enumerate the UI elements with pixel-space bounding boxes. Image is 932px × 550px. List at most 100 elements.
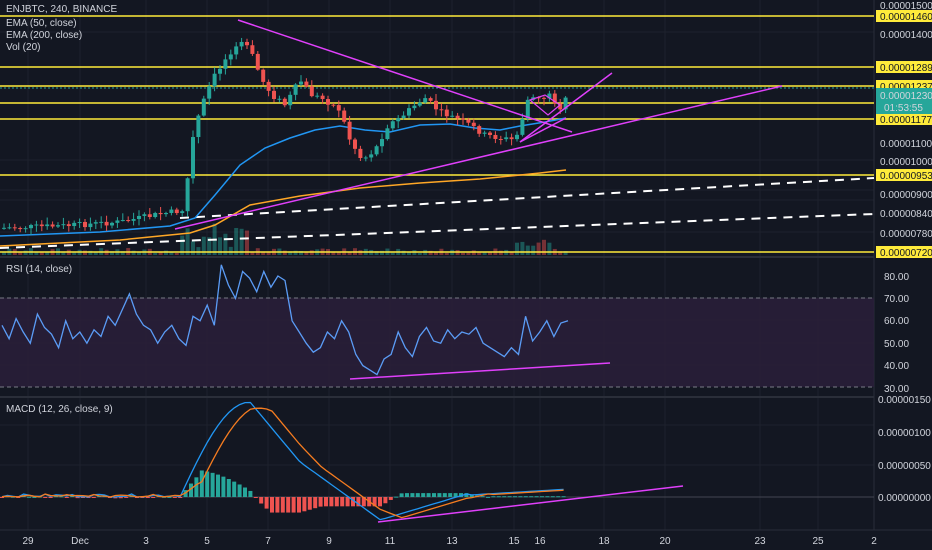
rsi-tick-label: 80.00 bbox=[884, 272, 909, 283]
rsi-axis[interactable]: 80.00 70.00 60.00 50.00 40.00 30.00 bbox=[884, 272, 909, 395]
candle-body bbox=[466, 119, 471, 123]
candle-body bbox=[455, 115, 460, 119]
rsi-trendline[interactable] bbox=[349, 362, 611, 380]
candle-body bbox=[482, 132, 487, 134]
pennant-shape[interactable] bbox=[528, 94, 562, 116]
volume-bar bbox=[164, 250, 168, 255]
rsi-tick-label: 30.00 bbox=[884, 384, 909, 395]
candle-body bbox=[471, 122, 476, 127]
rsi-tick-label: 50.00 bbox=[884, 339, 909, 350]
candle-body bbox=[320, 95, 325, 100]
level-price-tag bbox=[876, 113, 932, 125]
dashed-trendline-upper[interactable] bbox=[179, 177, 875, 219]
trendline-descending[interactable] bbox=[237, 19, 573, 133]
candle-body bbox=[196, 115, 201, 138]
candle-body bbox=[245, 41, 249, 46]
macd-hist-bar bbox=[318, 497, 323, 507]
level-price-tag bbox=[876, 10, 932, 22]
volume-bar bbox=[218, 237, 222, 255]
macd-hist-bar bbox=[513, 496, 517, 498]
candle-body bbox=[552, 93, 557, 104]
volume-bar bbox=[266, 251, 271, 255]
candle-body bbox=[396, 118, 401, 122]
candle-body bbox=[293, 84, 298, 95]
macd-axis[interactable]: 0.00000150 0.00000100 0.00000050 0.00000000 bbox=[878, 395, 931, 504]
volume-bar bbox=[444, 252, 449, 255]
level-price-value: 0.00001289 bbox=[880, 63, 932, 74]
volume-bar bbox=[228, 246, 233, 255]
macd-hist-bar bbox=[345, 497, 350, 507]
macd-tick-label: 0.00000050 bbox=[878, 461, 931, 472]
price-tick-label: 0.00000840 bbox=[880, 209, 932, 220]
level-price-value: 0.00001237 bbox=[880, 82, 932, 93]
candle-body bbox=[2, 227, 6, 229]
macd-hist-bar bbox=[518, 496, 523, 498]
macd-hist-bar bbox=[124, 497, 129, 498]
candle-body bbox=[104, 221, 109, 226]
rsi-tick-label: 70.00 bbox=[884, 294, 909, 305]
candle-body bbox=[563, 97, 568, 110]
volume-bar bbox=[531, 245, 536, 255]
candle-body bbox=[23, 228, 28, 230]
trendline-ascending-support[interactable] bbox=[174, 85, 783, 230]
volume-bar bbox=[488, 251, 492, 255]
volume-bar bbox=[477, 252, 482, 255]
macd-hist-bar bbox=[415, 493, 420, 497]
candle-body bbox=[18, 228, 23, 230]
rsi-legend[interactable]: RSI (14, close) bbox=[6, 264, 72, 275]
ema200-legend[interactable]: EMA (200, close) bbox=[6, 30, 82, 41]
symbol-legend[interactable]: ENJBTC, 240, BINANCE bbox=[6, 4, 117, 15]
candle-body bbox=[407, 108, 411, 116]
trendline-wedge-upper[interactable] bbox=[519, 72, 613, 143]
ema50-legend[interactable]: EMA (50, close) bbox=[6, 18, 77, 29]
candle-body bbox=[363, 157, 368, 159]
price-tick-label: 0.00000900 bbox=[880, 190, 932, 201]
macd-trendline[interactable] bbox=[377, 485, 684, 523]
candle-body bbox=[342, 110, 347, 122]
candle-body bbox=[277, 98, 282, 100]
volume-bar bbox=[245, 230, 249, 255]
volume-bar bbox=[191, 241, 195, 255]
macd-hist-bar bbox=[226, 478, 231, 497]
rsi-tick-label: 40.00 bbox=[884, 361, 909, 372]
macd-hist-bar bbox=[496, 496, 501, 498]
candle-body bbox=[509, 137, 514, 140]
level-price-tag bbox=[876, 169, 932, 181]
level-price-value: 0.00001460 bbox=[880, 12, 932, 23]
dashed-trendline-lower[interactable] bbox=[0, 213, 875, 249]
macd-hist-bar bbox=[448, 493, 453, 497]
candle-body bbox=[56, 225, 60, 227]
volume-bar bbox=[563, 251, 568, 255]
volume-bar bbox=[201, 236, 206, 255]
candle-body bbox=[45, 224, 50, 227]
time-tick-label: 5 bbox=[204, 536, 210, 547]
rsi-line bbox=[1, 264, 569, 376]
time-axis[interactable]: 29 Dec 3 5 7 9 11 13 15 16 18 20 23 25 2 bbox=[22, 536, 877, 547]
macd-hist-bar bbox=[183, 490, 188, 497]
time-tick-label: 23 bbox=[754, 536, 766, 547]
macd-legend[interactable]: MACD (12, 26, close, 9) bbox=[6, 404, 113, 415]
candle-body bbox=[137, 215, 141, 220]
volume-bar bbox=[374, 251, 379, 255]
candle-body bbox=[34, 224, 39, 226]
candle-body bbox=[428, 98, 433, 101]
price-axis[interactable]: 0.00001500 0.00001400 0.00001100 0.00001000… bbox=[876, 1, 932, 259]
macd-hist-bar bbox=[378, 497, 382, 507]
yellow-level-lines[interactable] bbox=[0, 15, 874, 253]
macd-signal-line bbox=[1, 407, 564, 519]
macd-hist-bar bbox=[172, 497, 177, 498]
macd-hist-bar bbox=[453, 493, 458, 497]
macd-hist-bar bbox=[253, 497, 258, 498]
candle-body bbox=[93, 222, 98, 224]
vol-legend[interactable]: Vol (20) bbox=[6, 42, 40, 53]
candle-body bbox=[88, 223, 93, 228]
macd-hist-bar bbox=[167, 496, 172, 498]
time-tick-label: 2 bbox=[871, 536, 877, 547]
macd-hist-bar bbox=[302, 497, 307, 512]
candle-body bbox=[99, 221, 104, 223]
candle-body bbox=[488, 132, 492, 135]
trendline-wedge-lower[interactable] bbox=[519, 117, 567, 143]
current-price-value: 0.00001230 bbox=[880, 91, 932, 102]
candle-body bbox=[461, 118, 465, 120]
volume-bar bbox=[461, 252, 465, 255]
